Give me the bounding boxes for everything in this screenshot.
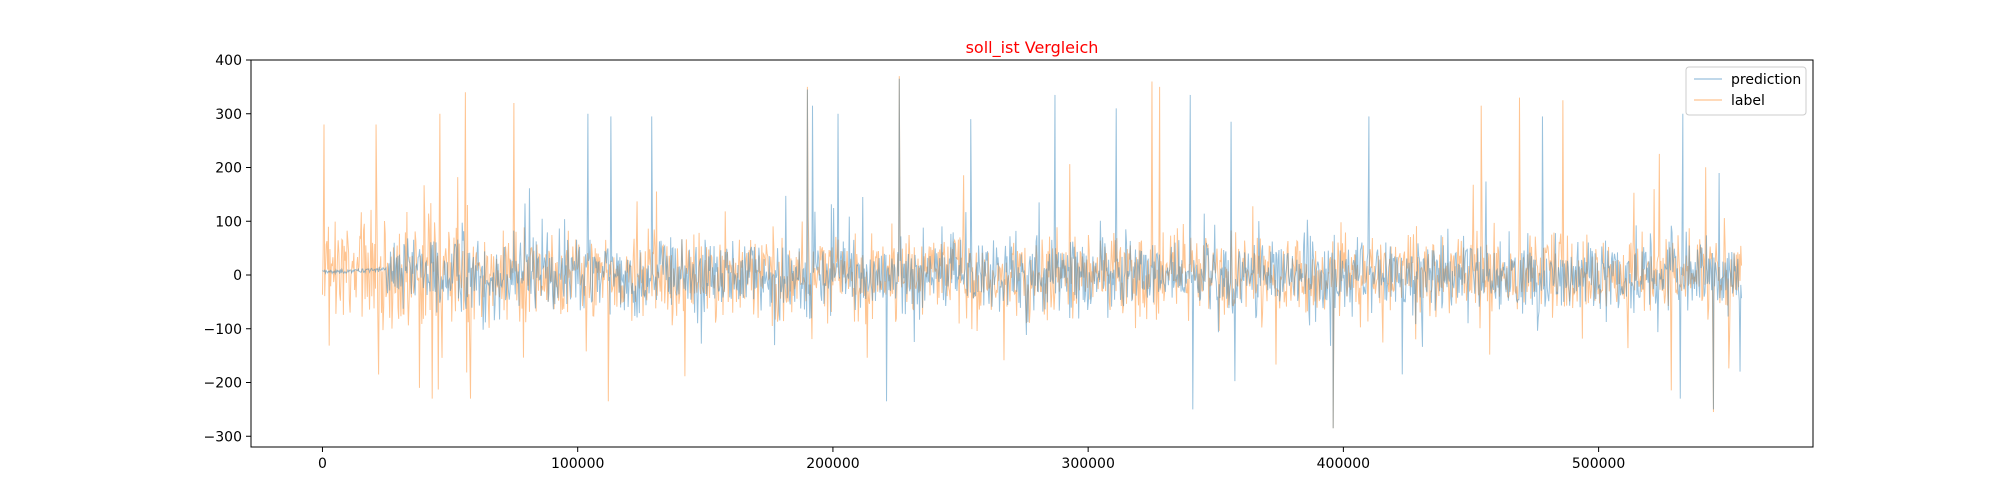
- legend-box: [1685, 66, 1807, 116]
- legend-label-prediction: prediction: [1731, 72, 1801, 88]
- series-line-prediction: [322, 78, 1743, 429]
- x-tick-label: 0: [318, 456, 327, 472]
- legend: prediction label: [1685, 66, 1807, 116]
- legend-label-label: label: [1731, 93, 1765, 109]
- y-tick-label: 400: [215, 53, 242, 69]
- y-tick-label: 0: [233, 268, 242, 284]
- y-tick-label: −300: [204, 429, 242, 445]
- y-tick-label: 200: [215, 161, 242, 177]
- x-tick-label: 500000: [1572, 456, 1625, 472]
- chart-title: soll_ist Vergleich: [966, 38, 1099, 58]
- plot-frame: [250, 59, 1814, 448]
- x-tick-label: 400000: [1317, 456, 1370, 472]
- y-tick-label: −100: [204, 322, 242, 338]
- x-tick-label: 200000: [806, 456, 859, 472]
- y-tick-label: 100: [215, 214, 242, 230]
- series-line-label: [321, 76, 1743, 429]
- x-tick-label: 100000: [551, 456, 604, 472]
- y-tick-label: 300: [215, 107, 242, 123]
- x-tick-label: 300000: [1061, 456, 1114, 472]
- axes-layer: 0 100000 200000 300000 400000 500000 −300 −200 −…: [204, 53, 1626, 472]
- y-tick-label: −200: [204, 376, 242, 392]
- series-layer: [321, 76, 1743, 429]
